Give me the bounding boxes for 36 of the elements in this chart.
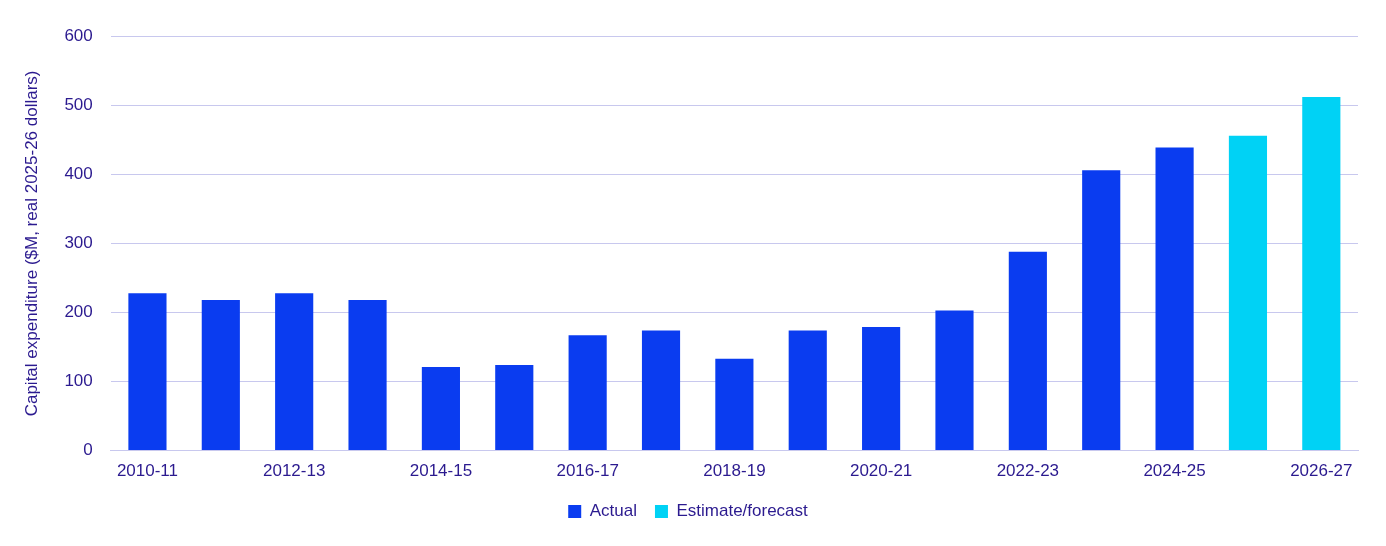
bar xyxy=(1302,96,1341,451)
y-tick-label: 600 xyxy=(64,25,93,45)
bar xyxy=(348,300,387,451)
x-tick-label: 2016-17 xyxy=(556,461,619,481)
y-tick-label: 300 xyxy=(64,233,93,253)
y-tick-label: 0 xyxy=(83,440,93,460)
bar xyxy=(201,300,240,451)
bar xyxy=(1008,251,1047,451)
x-tick-label: 2022-23 xyxy=(996,461,1060,481)
y-axis-title: Capital expenditure ($M, real 2025-26 dollars) xyxy=(21,70,41,417)
bar xyxy=(641,330,681,451)
bar xyxy=(862,326,901,451)
x-tick-label: 2026-27 xyxy=(1290,461,1353,481)
bar xyxy=(275,293,314,451)
bar xyxy=(568,335,607,451)
bar xyxy=(495,364,534,451)
x-tick-label: 2020-21 xyxy=(849,461,913,481)
bar xyxy=(128,293,167,451)
y-tick-label: 400 xyxy=(64,164,93,184)
x-tick-label: 2012-13 xyxy=(262,461,326,481)
y-tick-label: 100 xyxy=(64,371,93,391)
y-tick-label: 200 xyxy=(64,302,93,322)
bar xyxy=(1082,170,1121,451)
x-tick-label: 2014-15 xyxy=(409,461,473,481)
x-tick-label: 2018-19 xyxy=(703,461,766,481)
bar xyxy=(421,367,460,451)
legend-label: Estimate/forecast xyxy=(676,501,809,521)
legend-label: Actual xyxy=(589,501,637,521)
bar xyxy=(1228,135,1268,451)
bar xyxy=(1155,147,1194,451)
x-tick-label: 2010-11 xyxy=(116,461,179,481)
x-tick-label: 2024-25 xyxy=(1143,461,1206,481)
bar xyxy=(715,358,754,451)
y-tick-label: 500 xyxy=(64,94,93,114)
bar xyxy=(788,330,827,451)
bar xyxy=(935,310,974,451)
